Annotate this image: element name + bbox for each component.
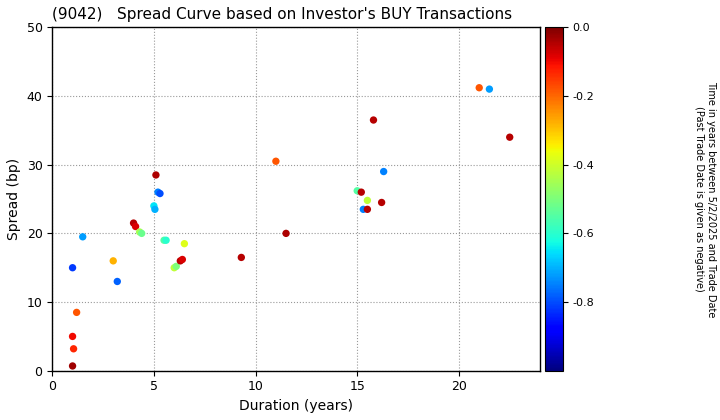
Point (127, 220, 139, 226)
Point (136, 230, 148, 237)
Point (161, 237, 172, 244)
Point (235, 254, 247, 261)
Point (112, 278, 123, 285)
Point (368, 117, 379, 123)
Point (176, 256, 188, 263)
X-axis label: Duration (years): Duration (years) (239, 399, 354, 413)
Point (152, 189, 163, 196)
Text: (9042)   Spread Curve based on Investor's BUY Transactions: (9042) Spread Curve based on Investor's … (53, 7, 513, 22)
Point (351, 187, 363, 194)
Point (149, 206, 161, 213)
Point (150, 172, 162, 178)
Point (484, 86, 495, 92)
Point (361, 197, 373, 204)
Point (358, 206, 369, 213)
Point (67, 264, 78, 271)
Point (179, 240, 190, 247)
Point (356, 189, 367, 196)
Point (77, 234, 89, 240)
Point (148, 202, 160, 209)
Point (376, 199, 387, 206)
Point (474, 84, 485, 91)
Point (174, 257, 186, 264)
Point (361, 206, 373, 213)
Y-axis label: Time in years between 5/2/2025 and Trade Date
(Past Trade Date is given as negat: Time in years between 5/2/2025 and Trade… (694, 81, 716, 317)
Point (134, 228, 145, 235)
Point (168, 264, 180, 271)
Point (280, 230, 292, 237)
Point (67, 333, 78, 340)
Point (158, 237, 170, 244)
Point (154, 190, 166, 197)
Point (130, 223, 141, 230)
Point (68, 345, 79, 352)
Point (270, 158, 282, 165)
Point (107, 257, 119, 264)
Point (504, 134, 516, 141)
Point (171, 263, 182, 270)
Point (71, 309, 82, 316)
Y-axis label: Spread (bp): Spread (bp) (7, 158, 21, 240)
Point (67, 362, 78, 369)
Point (378, 168, 390, 175)
